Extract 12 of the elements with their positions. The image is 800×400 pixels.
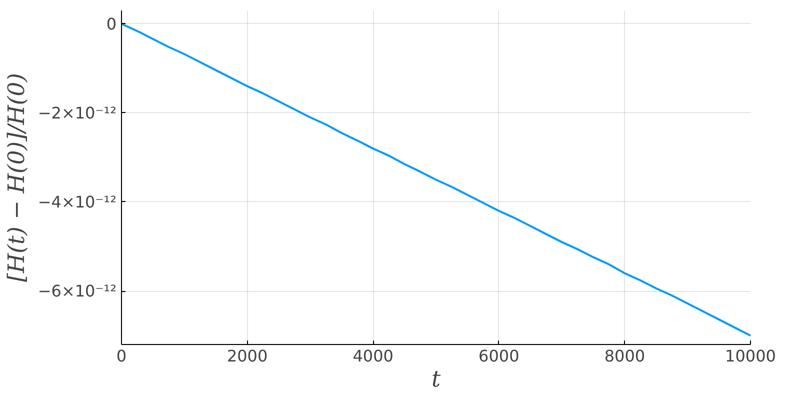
y-tick-label: −4×10⁻¹² [38, 192, 116, 212]
x-tick-label: 6000 [478, 346, 520, 366]
x-axis-title: t [431, 366, 442, 392]
y-tick-label: −2×10⁻¹² [38, 103, 116, 122]
x-tick-label: 8000 [604, 346, 646, 366]
y-tick-label: 0 [106, 14, 117, 34]
line-series [122, 22, 750, 337]
x-tick-label: 10000 [725, 346, 776, 366]
y-axis-title: [H(t) − H(0)]/H(0) [4, 73, 30, 282]
x-tick-label: 2000 [226, 346, 268, 366]
y-tick-label: −6×10⁻¹² [38, 282, 116, 301]
x-tick-label: 4000 [352, 346, 394, 366]
